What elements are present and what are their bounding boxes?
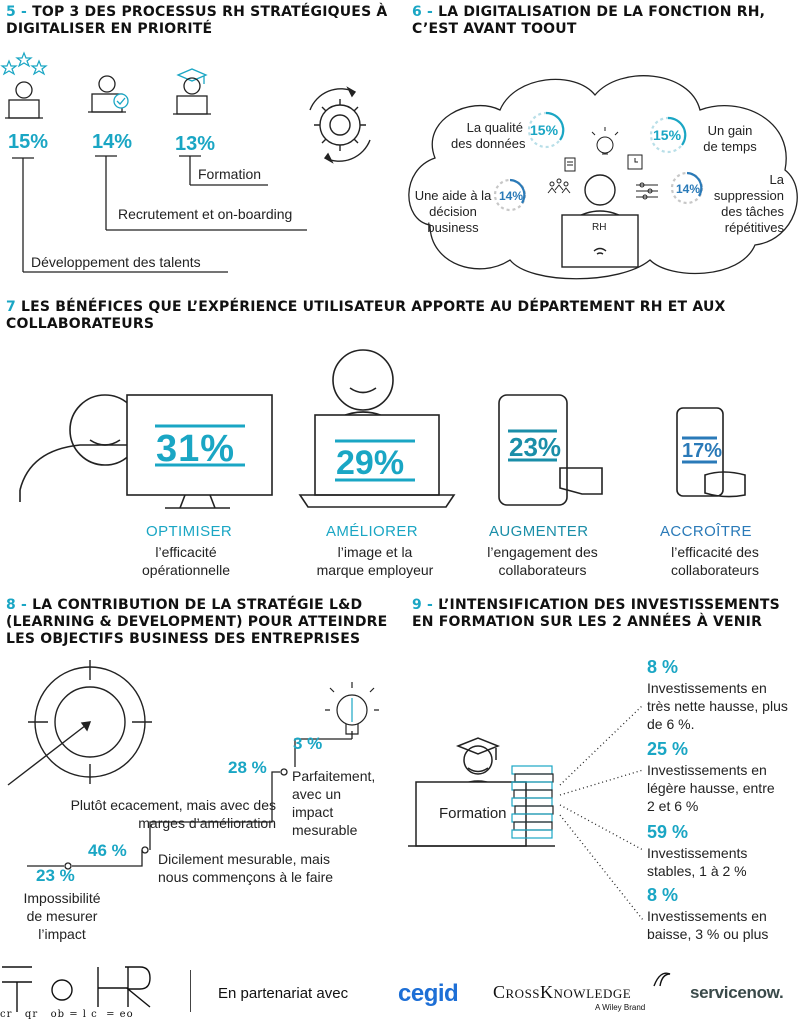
s9-title: 9 - L’INTENSIFICATION DES INVESTISSEMENT… (412, 597, 798, 631)
s5-title: 5 - TOP 3 DES PROCESSUS RH STRATÉGIQUES … (6, 4, 396, 38)
fohr-logo-caption: cr qr ob = l c = eo (0, 1009, 134, 1020)
crossknowledge-swoosh-icon (653, 972, 671, 987)
s7-title-line1: LES BÉNÉFICES QUE L’EXPÉRIENCE UTILISATE… (21, 299, 726, 315)
s8-illustration (7, 660, 379, 870)
s9-title-line2: EN FORMATION SUR LES 2 ANNÉES À VENIR (412, 614, 763, 630)
person-laptop-icon (5, 81, 43, 119)
s6-label-tasks: La suppression des tâches répétitives (713, 172, 784, 235)
s6-pct-decision: 14% (499, 189, 524, 203)
s8-label-perfect: Parfaitement, avec un impact mesurable (292, 768, 376, 838)
s6-number: 6 - (412, 4, 434, 20)
s8-pct-impossible: 23 % (36, 866, 75, 885)
crossknowledge-logo: CrossKnowledge (493, 982, 632, 1002)
s9-pct-strong: 8 % (647, 657, 679, 677)
s9-center-label: Formation (439, 805, 507, 822)
s7-pct-optimiser: 31% (156, 428, 236, 470)
s7-title: 7 LES BÉNÉFICES QUE L’EXPÉRIENCE UTILISA… (6, 299, 796, 333)
gear-icon (309, 86, 371, 164)
s7-title-line2: COLLABORATEURS (6, 316, 155, 332)
bulb-icon (591, 127, 619, 155)
rh-person-icon (561, 174, 639, 268)
servicenow-logo: servicenow. (690, 983, 784, 1002)
partner-text: En partenariat avec (218, 985, 349, 1002)
s9-pct-decrease: 8 % (647, 885, 679, 905)
s5-pct-recruitment: 14% (92, 131, 133, 153)
s6-title-line2: C’EST AVANT TOOUT (412, 21, 577, 37)
footer-divider (190, 970, 191, 1012)
s6-label-time: Un gain de temps (703, 123, 757, 154)
s7-devices-illustration (19, 349, 746, 509)
s9-label-slight: Investissements en légère hausse, entre … (647, 762, 775, 814)
s9-pct-stable: 59 % (647, 822, 689, 842)
stars-icon (0, 51, 48, 76)
s8-title-line2: (LEARNING & DEVELOPMENT) POUR ATTEINDRE (6, 614, 388, 630)
s8-pct-rather: 28 % (228, 758, 267, 777)
s6-pct-time: 15% (653, 127, 682, 143)
s8-number: 8 - (6, 597, 28, 613)
tablet-icon (498, 394, 568, 506)
target-icon (7, 660, 152, 786)
s7-verb-ameliorer: AMÉLIORER (326, 523, 418, 540)
books-icon (511, 765, 554, 839)
s9-number: 9 - (412, 597, 434, 613)
s7-pct-ameliorer: 29% (336, 444, 405, 482)
s6-title-line1: LA DIGITALISATION DE LA FONCTION RH, (438, 4, 766, 20)
s8-label-impossible: Impossibilité de mesurer l’impact (23, 890, 101, 942)
s7-verb-augmenter: AUGMENTER (489, 523, 589, 540)
s5-title-line2: DIGITALISER EN PRIORITÉ (6, 21, 213, 37)
s6-pct-quality: 15% (530, 122, 559, 138)
s8-title: 8 - LA CONTRIBUTION DE LA STRATÉGIE L&D … (6, 597, 406, 648)
s8-label-rather: Plutôt ecacement, mais avec des marges d… (70, 797, 276, 831)
s9-illustration (408, 704, 644, 921)
s6-title: 6 - LA DIGITALISATION DE LA FONCTION RH,… (412, 4, 798, 38)
cegid-logo: cegid (398, 980, 459, 1007)
s7-desc-accroitre: l’efficacité des collaborateurs (671, 544, 759, 578)
s5-label-talents: Développement des talents (31, 254, 201, 270)
document-icon (564, 157, 576, 172)
person-icon (332, 349, 394, 411)
s8-title-line1: LA CONTRIBUTION DE LA STRATÉGIE L&D (32, 597, 363, 613)
person-check-icon (88, 75, 129, 113)
s8-pct-perfect: 3 % (293, 734, 323, 753)
s7-pct-accroitre: 17% (682, 440, 723, 462)
s9-label-strong: Investissements en très nette hausse, pl… (647, 680, 788, 732)
clock-icon (627, 154, 643, 170)
wiley-brand-text: A Wiley Brand (595, 1003, 646, 1012)
s9-label-decrease: Investissements en baisse, 3 % ou plus (647, 908, 769, 942)
s9-pct-slight: 25 % (647, 739, 689, 759)
person-graduate-icon (173, 68, 211, 115)
s6-pct-tasks: 14% (676, 182, 701, 196)
s7-verb-accroitre: ACCROÎTRE (660, 523, 752, 540)
s7-desc-augmenter: l’engagement des collaborateurs (487, 544, 598, 578)
s5-label-recruitment: Recrutement et on-boarding (118, 206, 293, 222)
fohr-logo (2, 966, 151, 1012)
s8-pct-difficult: 46 % (88, 841, 127, 860)
s5-illustration (0, 51, 371, 273)
desktop-monitor-icon (126, 394, 273, 496)
lightbulb-icon (325, 682, 379, 735)
sliders-icon (636, 182, 658, 200)
s7-verb-optimiser: OPTIMISER (146, 523, 233, 540)
s5-number: 5 - (6, 4, 28, 20)
s7-desc-optimiser: l’efficacité opérationnelle (142, 544, 230, 578)
s9-label-stable: Investissements stables, 1 à 2 % (647, 845, 748, 879)
phone-icon (676, 407, 724, 497)
s9-title-line1: L’INTENSIFICATION DES INVESTISSEMENTS (438, 597, 780, 613)
s5-title-line1: TOP 3 DES PROCESSUS RH STRATÉGIQUES À (32, 4, 388, 20)
s7-pct-augmenter: 23% (509, 432, 562, 462)
laptop-icon (314, 414, 440, 496)
s6-rh-label: RH (592, 222, 607, 233)
s6-label-quality: La qualité des données (451, 120, 526, 151)
s8-label-difficult: Dicilement mesurable, mais nous commenço… (158, 851, 334, 885)
s5-pct-training: 13% (175, 133, 216, 155)
s6-label-decision: Une aide à la décision business (414, 188, 492, 235)
s7-number: 7 (6, 299, 16, 315)
s7-desc-ameliorer: l’image et la marque employeur (316, 544, 434, 578)
s5-pct-talents: 15% (8, 131, 49, 153)
s8-title-line3: LES OBJECTIFS BUSINESS DES ENTREPRISES (6, 631, 361, 647)
people-icon (547, 178, 571, 194)
s5-label-training: Formation (198, 166, 262, 182)
cloud-illustration (408, 75, 798, 280)
